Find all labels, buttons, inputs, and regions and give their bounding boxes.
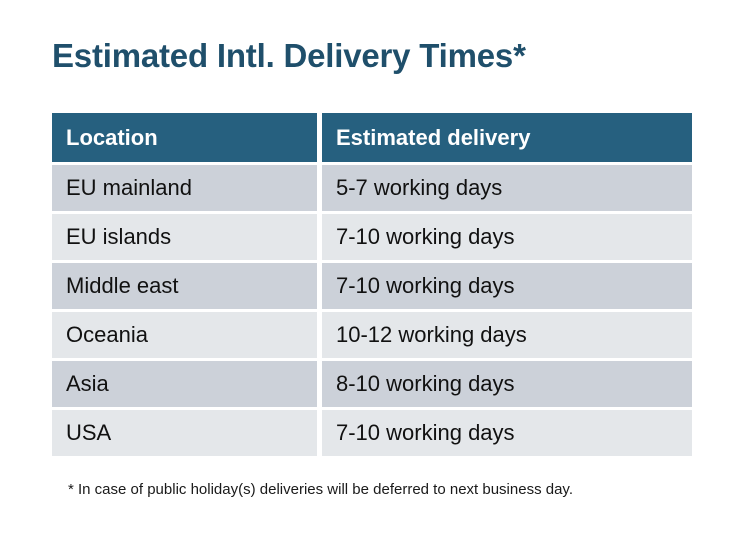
cell-delivery: 10-12 working days: [322, 312, 692, 358]
cell-delivery: 7-10 working days: [322, 263, 692, 309]
table-row: EU mainland 5-7 working days: [52, 165, 692, 211]
cell-delivery: 7-10 working days: [322, 410, 692, 456]
delivery-times-table: Location Estimated delivery EU mainland …: [52, 113, 692, 456]
cell-location: USA: [52, 410, 317, 456]
cell-location: Middle east: [52, 263, 317, 309]
table-row: USA 7-10 working days: [52, 410, 692, 456]
cell-location: Asia: [52, 361, 317, 407]
table-row: Asia 8-10 working days: [52, 361, 692, 407]
page-title: Estimated Intl. Delivery Times*: [52, 37, 526, 74]
cell-delivery: 5-7 working days: [322, 165, 692, 211]
table-row: Oceania 10-12 working days: [52, 312, 692, 358]
table-row: EU islands 7-10 working days: [52, 214, 692, 260]
cell-location: EU mainland: [52, 165, 317, 211]
cell-location: Oceania: [52, 312, 317, 358]
cell-delivery: 7-10 working days: [322, 214, 692, 260]
table-header-row: Location Estimated delivery: [52, 113, 692, 162]
cell-location: EU islands: [52, 214, 317, 260]
column-header-location: Location: [52, 113, 317, 162]
table-row: Middle east 7-10 working days: [52, 263, 692, 309]
footnote-text: * In case of public holiday(s) deliverie…: [68, 481, 573, 498]
cell-delivery: 8-10 working days: [322, 361, 692, 407]
column-header-estimated-delivery: Estimated delivery: [322, 113, 692, 162]
